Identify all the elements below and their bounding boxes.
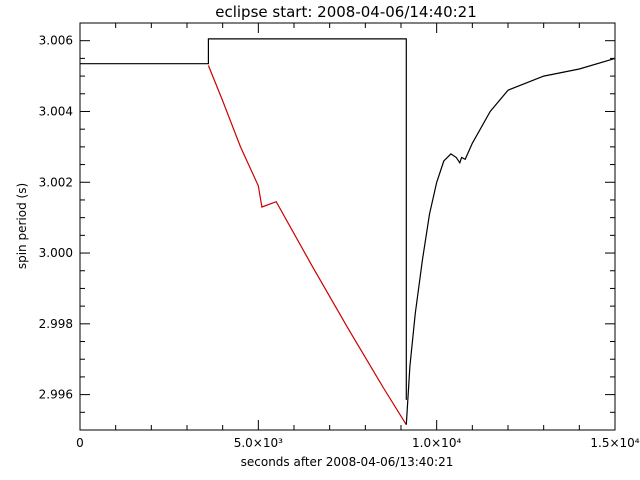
plot-frame bbox=[79, 22, 616, 431]
x-tick-label: 1.5×10⁴ bbox=[590, 436, 639, 450]
y-axis-label: spin period (s) bbox=[15, 183, 29, 269]
x-tick-label: 5.0×10³ bbox=[234, 436, 283, 450]
y-tick-label: 2.996 bbox=[39, 388, 73, 402]
y-tick-label: 3.000 bbox=[39, 246, 73, 260]
x-axis-label: seconds after 2008-04-06/13:40:21 bbox=[241, 455, 454, 469]
y-tick-labels: 2.996 2.998 3.000 3.002 3.004 3.006 bbox=[39, 34, 73, 402]
series-line-1 bbox=[80, 38, 407, 400]
y-tick-label: 3.002 bbox=[39, 175, 73, 189]
x-tick-label: 1.0×10⁴ bbox=[412, 436, 461, 450]
y-tick-label: 2.998 bbox=[39, 317, 73, 331]
y-tick-label: 3.006 bbox=[39, 34, 73, 48]
series-line-2 bbox=[207, 65, 407, 426]
series-line-3 bbox=[405, 57, 616, 425]
y-tick-label: 3.004 bbox=[39, 104, 73, 118]
x-tick-label: 0 bbox=[76, 436, 84, 450]
axis-ticks bbox=[79, 22, 616, 431]
x-tick-labels: 0 5.0×10³ 1.0×10⁴ 1.5×10⁴ bbox=[76, 436, 640, 450]
data-series bbox=[80, 38, 616, 426]
chart-title: eclipse start: 2008-04-06/14:40:21 bbox=[215, 3, 477, 21]
